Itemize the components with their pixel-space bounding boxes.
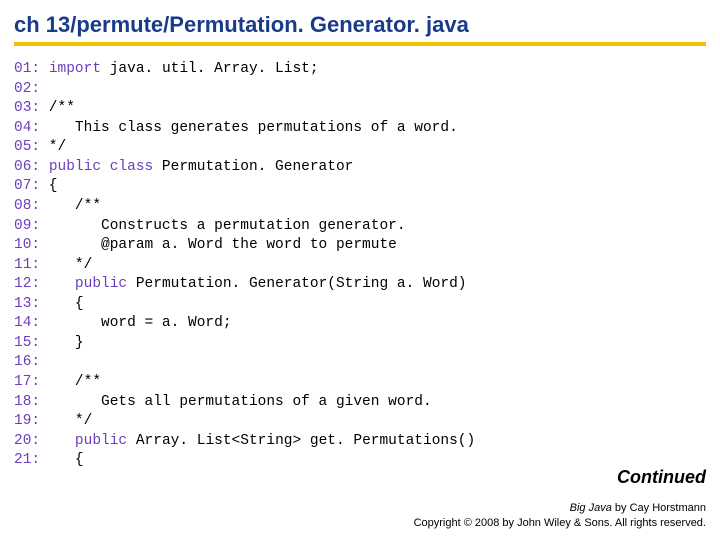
footer-line-1: Big Java by Cay Horstmann	[414, 501, 706, 515]
code-listing: 01: import java. util. Array. List;02:03…	[14, 60, 706, 471]
line-number: 17:	[14, 374, 40, 390]
code-keyword: public class	[49, 159, 153, 175]
continued-label: Continued	[617, 467, 706, 488]
line-number: 04:	[14, 120, 40, 136]
line-number: 08:	[14, 198, 40, 214]
line-number: 05:	[14, 139, 40, 155]
code-text: }	[40, 335, 84, 351]
line-number: 01:	[14, 61, 40, 77]
code-line: 12: public Permutation. Generator(String…	[14, 275, 706, 295]
code-text	[40, 61, 49, 77]
code-line: 09: Constructs a permutation generator.	[14, 217, 706, 237]
code-line: 04: This class generates permutations of…	[14, 119, 706, 139]
line-number: 09:	[14, 218, 40, 234]
line-number: 19:	[14, 413, 40, 429]
slide-footer: Big Java by Cay Horstmann Copyright © 20…	[414, 501, 706, 530]
line-number: 18:	[14, 394, 40, 410]
code-text: /**	[40, 374, 101, 390]
footer-author: by Cay Horstmann	[612, 502, 706, 514]
code-text	[40, 159, 49, 175]
line-number: 14:	[14, 315, 40, 331]
line-number: 02:	[14, 81, 40, 97]
code-line: 07: {	[14, 177, 706, 197]
code-line: 14: word = a. Word;	[14, 314, 706, 334]
line-number: 15:	[14, 335, 40, 351]
code-line: 18: Gets all permutations of a given wor…	[14, 393, 706, 413]
code-text: Permutation. Generator	[153, 159, 353, 175]
line-number: 21:	[14, 452, 40, 468]
code-text: */	[40, 257, 92, 273]
code-keyword: public	[75, 276, 127, 292]
code-text: /**	[40, 198, 101, 214]
code-text: This class generates permutations of a w…	[40, 120, 458, 136]
code-text: @param a. Word the word to permute	[40, 237, 397, 253]
code-text: {	[40, 296, 84, 312]
line-number: 07:	[14, 178, 40, 194]
code-text: */	[40, 139, 66, 155]
code-line: 13: {	[14, 295, 706, 315]
code-text: /**	[40, 100, 75, 116]
code-line: 20: public Array. List<String> get. Perm…	[14, 432, 706, 452]
line-number: 12:	[14, 276, 40, 292]
code-line: 08: /**	[14, 197, 706, 217]
code-keyword: public	[75, 433, 127, 449]
title-underline	[14, 42, 706, 46]
code-text: Array. List<String> get. Permutations()	[127, 433, 475, 449]
line-number: 20:	[14, 433, 40, 449]
line-number: 13:	[14, 296, 40, 312]
code-text: {	[40, 452, 84, 468]
code-text: {	[40, 178, 57, 194]
footer-line-2: Copyright © 2008 by John Wiley & Sons. A…	[414, 516, 706, 530]
code-line: 19: */	[14, 412, 706, 432]
code-line: 03: /**	[14, 99, 706, 119]
code-line: 05: */	[14, 138, 706, 158]
footer-book-title: Big Java	[570, 502, 612, 514]
code-text: java. util. Array. List;	[101, 61, 319, 77]
code-line: 21: {	[14, 451, 706, 471]
line-number: 16:	[14, 354, 40, 370]
code-line: 06: public class Permutation. Generator	[14, 158, 706, 178]
code-line: 17: /**	[14, 373, 706, 393]
code-text: Gets all permutations of a given word.	[40, 394, 432, 410]
code-line: 01: import java. util. Array. List;	[14, 60, 706, 80]
line-number: 06:	[14, 159, 40, 175]
page-title: ch 13/permute/Permutation. Generator. ja…	[14, 12, 706, 38]
code-keyword: import	[49, 61, 101, 77]
code-text: word = a. Word;	[40, 315, 231, 331]
code-text: Permutation. Generator(String a. Word)	[127, 276, 466, 292]
code-line: 15: }	[14, 334, 706, 354]
line-number: 10:	[14, 237, 40, 253]
line-number: 03:	[14, 100, 40, 116]
code-line: 11: */	[14, 256, 706, 276]
code-line: 10: @param a. Word the word to permute	[14, 236, 706, 256]
code-text: */	[40, 413, 92, 429]
code-line: 16:	[14, 353, 706, 373]
code-text	[40, 276, 75, 292]
code-line: 02:	[14, 80, 706, 100]
line-number: 11:	[14, 257, 40, 273]
code-text	[40, 433, 75, 449]
code-text: Constructs a permutation generator.	[40, 218, 405, 234]
